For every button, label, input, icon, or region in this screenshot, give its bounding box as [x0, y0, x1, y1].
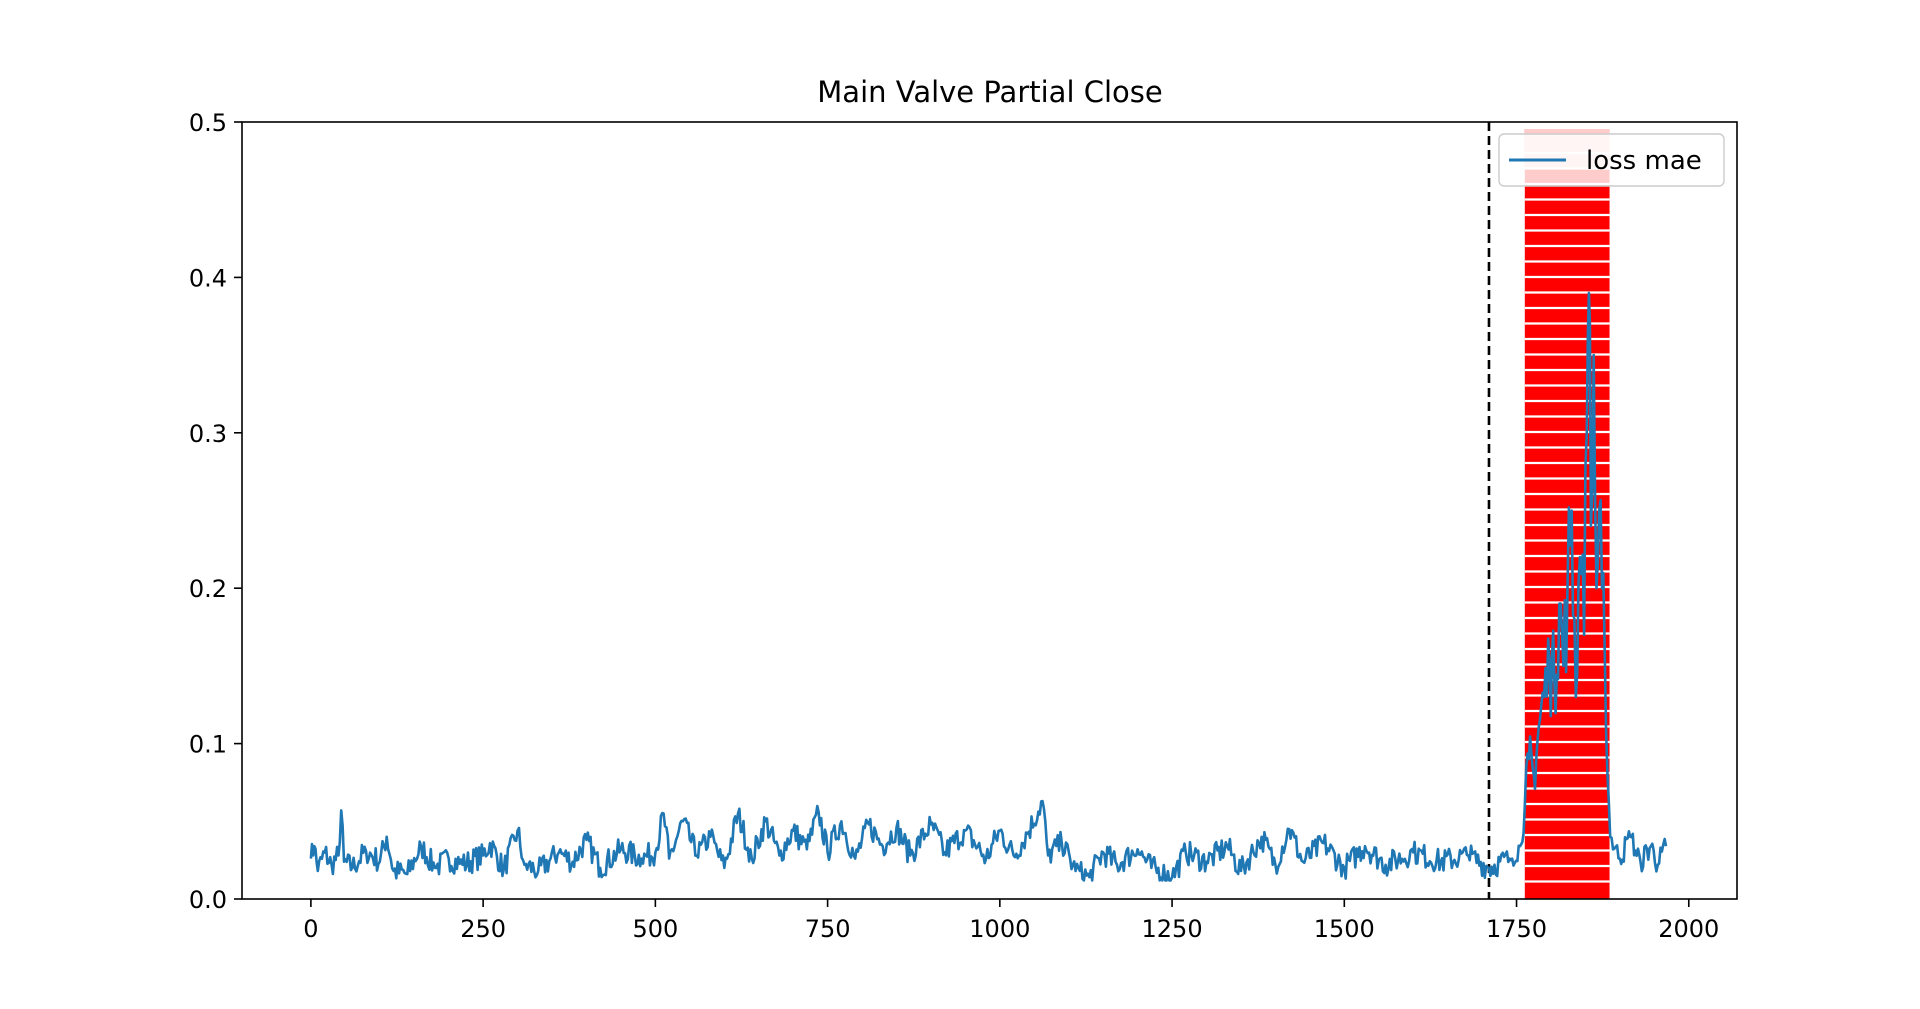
x-tick-label: 500	[632, 915, 678, 943]
chart-title: Main Valve Partial Close	[817, 75, 1162, 109]
y-tick-label: 0.5	[189, 109, 227, 137]
legend-label-loss-mae: loss mae	[1586, 146, 1702, 176]
y-tick-label: 0.1	[189, 731, 227, 759]
y-tick-label: 0.3	[189, 420, 227, 448]
x-tick-label: 1000	[969, 915, 1030, 943]
y-axis-ticks: 0.0 0.1 0.2 0.3 0.4 0.5	[189, 109, 242, 914]
x-tick-label: 1500	[1314, 915, 1375, 943]
x-axis-ticks: 0 250 500 750 1000 1250 1500 1750 2000	[303, 899, 1719, 943]
legend-box	[1498, 133, 1725, 187]
anomaly-span-0	[1524, 129, 1610, 899]
x-tick-label: 1250	[1142, 915, 1203, 943]
x-tick-label: 750	[805, 915, 851, 943]
axes-frame	[241, 121, 1738, 900]
x-tick-label: 1750	[1486, 915, 1547, 943]
y-tick-label: 0.0	[189, 886, 227, 914]
x-tick-label: 2000	[1658, 915, 1719, 943]
x-tick-label: 0	[303, 915, 318, 943]
y-tick-label: 0.4	[189, 264, 227, 292]
series-layer	[309, 291, 1668, 882]
anomaly-span-fill	[1524, 129, 1610, 899]
x-tick-label: 250	[460, 915, 506, 943]
legend: loss mae	[1498, 133, 1725, 187]
y-tick-label: 0.2	[189, 575, 227, 603]
series-line-loss-mae	[309, 291, 1668, 882]
anomaly-span-layer	[1524, 129, 1610, 899]
